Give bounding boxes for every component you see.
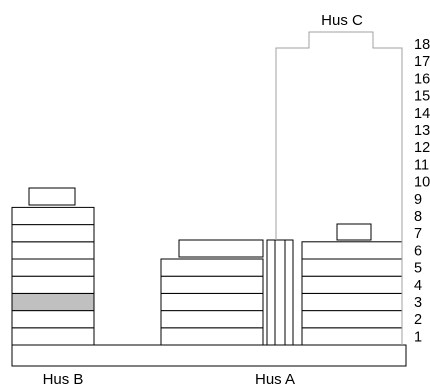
hus-a-left-floor-5 bbox=[160, 258, 264, 277]
hus-a-right-floor-5 bbox=[301, 258, 403, 277]
ground-slab bbox=[11, 344, 407, 367]
hus-a-left-floor-1 bbox=[160, 327, 264, 346]
floor-number-17: 17 bbox=[414, 54, 430, 70]
floor-number-2: 2 bbox=[414, 312, 422, 328]
hus-c-outline bbox=[275, 31, 403, 345]
floor-number-4: 4 bbox=[414, 278, 422, 294]
floor-number-18: 18 bbox=[414, 37, 430, 53]
label-hus-a: Hus A bbox=[255, 371, 295, 388]
label-hus-c: Hus C bbox=[321, 12, 363, 29]
hus-a-right-floor-6 bbox=[301, 241, 403, 260]
hus-a-tower-outer bbox=[266, 239, 294, 346]
floor-number-1: 1 bbox=[414, 329, 422, 345]
floor-number-9: 9 bbox=[414, 192, 422, 208]
hus-a-right-floor-3 bbox=[301, 292, 403, 312]
hus-a-left-floor-2 bbox=[160, 310, 264, 329]
hus-b-building bbox=[11, 206, 95, 346]
floor-number-12: 12 bbox=[414, 140, 430, 156]
hus-a-left-floor-3 bbox=[160, 292, 264, 312]
floor-number-3: 3 bbox=[414, 295, 422, 311]
hus-b-floor-2 bbox=[11, 310, 95, 329]
hus-b-floor-4 bbox=[11, 275, 95, 294]
floor-number-10: 10 bbox=[414, 175, 430, 191]
hus-a-right-roof-box bbox=[336, 223, 372, 241]
hus-a-right-floor-4 bbox=[301, 275, 403, 294]
hus-a-right-floor-1 bbox=[301, 327, 403, 346]
label-hus-b: Hus B bbox=[43, 371, 84, 388]
hus-b-floor-8 bbox=[11, 206, 95, 226]
hus-a-right-floor-2 bbox=[301, 310, 403, 329]
hus-b-floor-1 bbox=[11, 327, 95, 346]
floor-number-16: 16 bbox=[414, 71, 430, 87]
floor-number-5: 5 bbox=[414, 261, 422, 277]
floor-number-15: 15 bbox=[414, 89, 430, 105]
floor-number-14: 14 bbox=[414, 106, 430, 122]
hus-a-left-floor-4 bbox=[160, 275, 264, 294]
floor-number-11: 11 bbox=[414, 157, 429, 173]
floor-number-6: 6 bbox=[414, 243, 422, 259]
floor-number-8: 8 bbox=[414, 209, 422, 225]
hus-a-left-top-floor bbox=[178, 239, 264, 258]
hus-b-floor-3 bbox=[11, 292, 95, 312]
floor-number-7: 7 bbox=[414, 226, 422, 242]
hus-a-left-block bbox=[160, 258, 264, 346]
hus-b-roof-box bbox=[28, 187, 76, 206]
floor-number-13: 13 bbox=[414, 123, 430, 139]
hus-b-floor-5 bbox=[11, 258, 95, 277]
hus-a-right-block bbox=[301, 241, 403, 346]
hus-b-floor-7 bbox=[11, 224, 95, 243]
hus-b-floor-6 bbox=[11, 241, 95, 260]
